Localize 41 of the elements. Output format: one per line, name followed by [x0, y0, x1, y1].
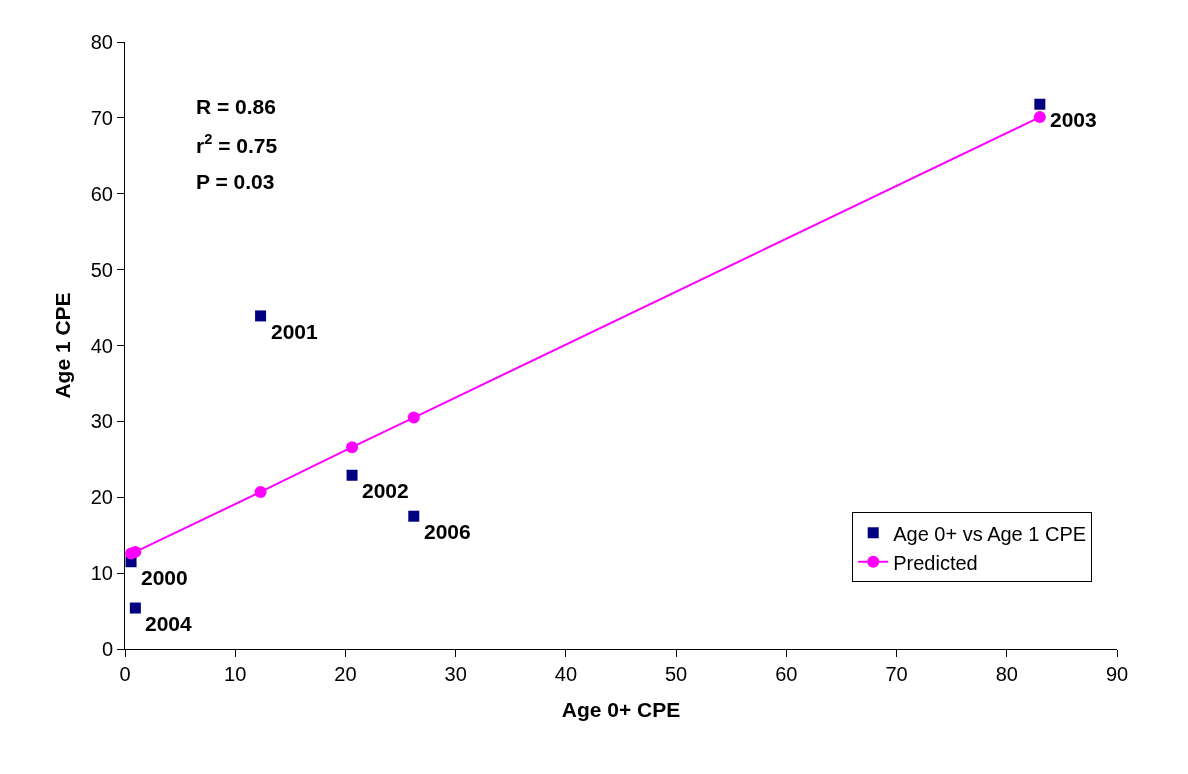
- y-tick-label: 70: [90, 106, 113, 129]
- y-tick-label: 30: [90, 410, 113, 433]
- annotation: 2001: [271, 320, 319, 343]
- point: [129, 602, 141, 614]
- legend-label: Predicted: [893, 551, 978, 574]
- x-axis-title: Age 0+ CPE: [561, 698, 681, 722]
- x-tick-label: 80: [995, 663, 1018, 685]
- point: [407, 411, 420, 424]
- annotation: 2003: [1050, 108, 1097, 131]
- annotation: 2000: [141, 566, 188, 589]
- point: [346, 469, 358, 481]
- x-tick-label: 60: [775, 663, 798, 685]
- y-tick-label: 60: [90, 182, 113, 205]
- x-tick-label: 0: [119, 663, 131, 685]
- annotation: 2004: [145, 612, 193, 635]
- point: [408, 510, 420, 522]
- annotation: R = 0.86: [196, 95, 276, 118]
- annotation: P = 0.03: [196, 170, 275, 193]
- y-tick-label: 40: [90, 334, 113, 357]
- x-tick-label: 20: [334, 663, 357, 685]
- y-axis-title: Age 1 CPE: [50, 292, 74, 399]
- x-tick-label: 70: [885, 663, 908, 685]
- x-tick-label: 90: [1105, 663, 1129, 685]
- y-tick-label: 20: [90, 486, 113, 509]
- point: [1034, 98, 1046, 110]
- point: [255, 310, 267, 322]
- y-tick-label: 10: [90, 562, 113, 585]
- x-tick-label: 10: [224, 663, 247, 685]
- y-tick-label: 50: [90, 258, 113, 281]
- annotation: 2002: [362, 479, 409, 502]
- y-tick-label: 0: [101, 638, 113, 660]
- annotation: r$^{2}$ = 0.75: [196, 131, 278, 157]
- legend-label: Age 0+ vs Age 1 CPE: [893, 522, 1087, 545]
- annotation: 2006: [424, 520, 471, 543]
- point: [346, 441, 359, 454]
- x-tick-label: 30: [444, 663, 467, 685]
- x-tick-label: 50: [664, 663, 688, 685]
- x-tick-label: 40: [554, 663, 578, 685]
- point: [254, 485, 267, 498]
- y-tick-label: 80: [90, 31, 113, 53]
- point: [1033, 111, 1046, 124]
